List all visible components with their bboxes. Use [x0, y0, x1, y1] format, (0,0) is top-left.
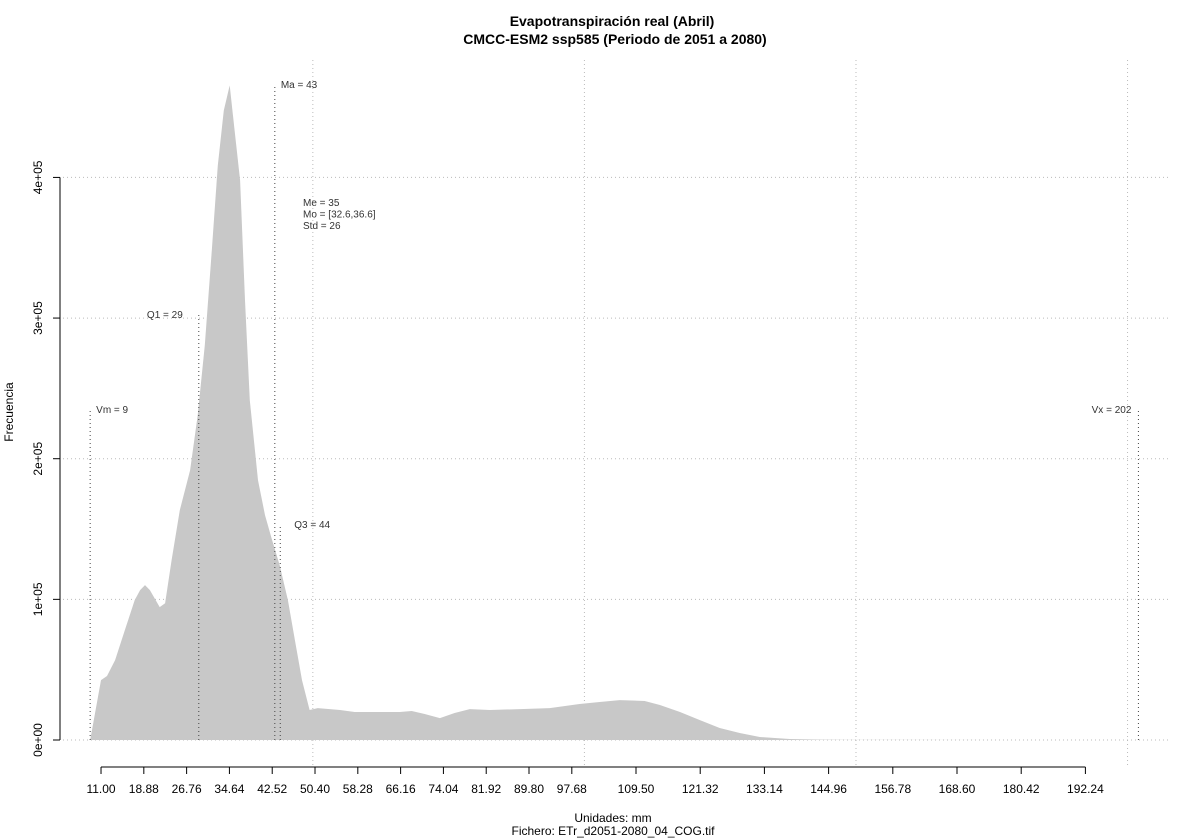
- annotation-label: Vm = 9: [96, 405, 128, 416]
- x-tick-label: 34.64: [214, 782, 244, 796]
- stat-label: Mo = [32.6,36.6]: [303, 210, 376, 221]
- x-tick-label: 168.60: [939, 782, 976, 796]
- annotation-label: Q3 = 44: [294, 520, 330, 531]
- y-tick-label: 3e+05: [31, 301, 45, 335]
- x-tick-label: 133.14: [746, 782, 783, 796]
- y-axis-label: Frecuencia: [2, 382, 16, 442]
- y-tick-label: 4e+05: [31, 160, 45, 194]
- stat-label: Std = 26: [303, 221, 341, 232]
- stat-label: Me = 35: [303, 198, 340, 209]
- y-tick-label: 0e+00: [31, 723, 45, 757]
- x-tick-label: 11.00: [86, 782, 115, 796]
- x-tick-label: 66.16: [386, 782, 416, 796]
- annotation-label: Ma = 43: [281, 80, 318, 91]
- x-tick-label: 192.24: [1067, 782, 1104, 796]
- x-tick-label: 42.52: [257, 782, 287, 796]
- x-tick-label: 18.88: [129, 782, 159, 796]
- caption: Fichero: ETr_d2051-2080_04_COG.tif: [512, 824, 716, 838]
- x-tick-label: 97.68: [557, 782, 587, 796]
- annotation-label: Vx = 202: [1092, 405, 1132, 416]
- y-tick-label: 1e+05: [31, 582, 45, 616]
- x-tick-label: 156.78: [874, 782, 911, 796]
- x-tick-label: 180.42: [1003, 782, 1040, 796]
- x-tick-label: 81.92: [471, 782, 501, 796]
- x-axis-label: Unidades: mm: [574, 811, 651, 825]
- chart-title: Evapotranspiración real (Abril): [510, 13, 715, 29]
- density-area: [90, 85, 1139, 740]
- x-tick-label: 58.28: [343, 782, 373, 796]
- x-tick-label: 26.76: [172, 782, 202, 796]
- chart-subtitle: CMCC-ESM2 ssp585 (Periodo de 2051 a 2080…: [463, 31, 766, 47]
- x-tick-label: 144.96: [810, 782, 847, 796]
- x-tick-label: 89.80: [514, 782, 544, 796]
- annotation-label: Q1 = 29: [147, 310, 183, 321]
- x-tick-label: 74.04: [428, 782, 458, 796]
- x-tick-label: 109.50: [618, 782, 655, 796]
- x-tick-label: 121.32: [682, 782, 719, 796]
- x-tick-label: 50.40: [300, 782, 330, 796]
- y-tick-label: 2e+05: [31, 442, 45, 476]
